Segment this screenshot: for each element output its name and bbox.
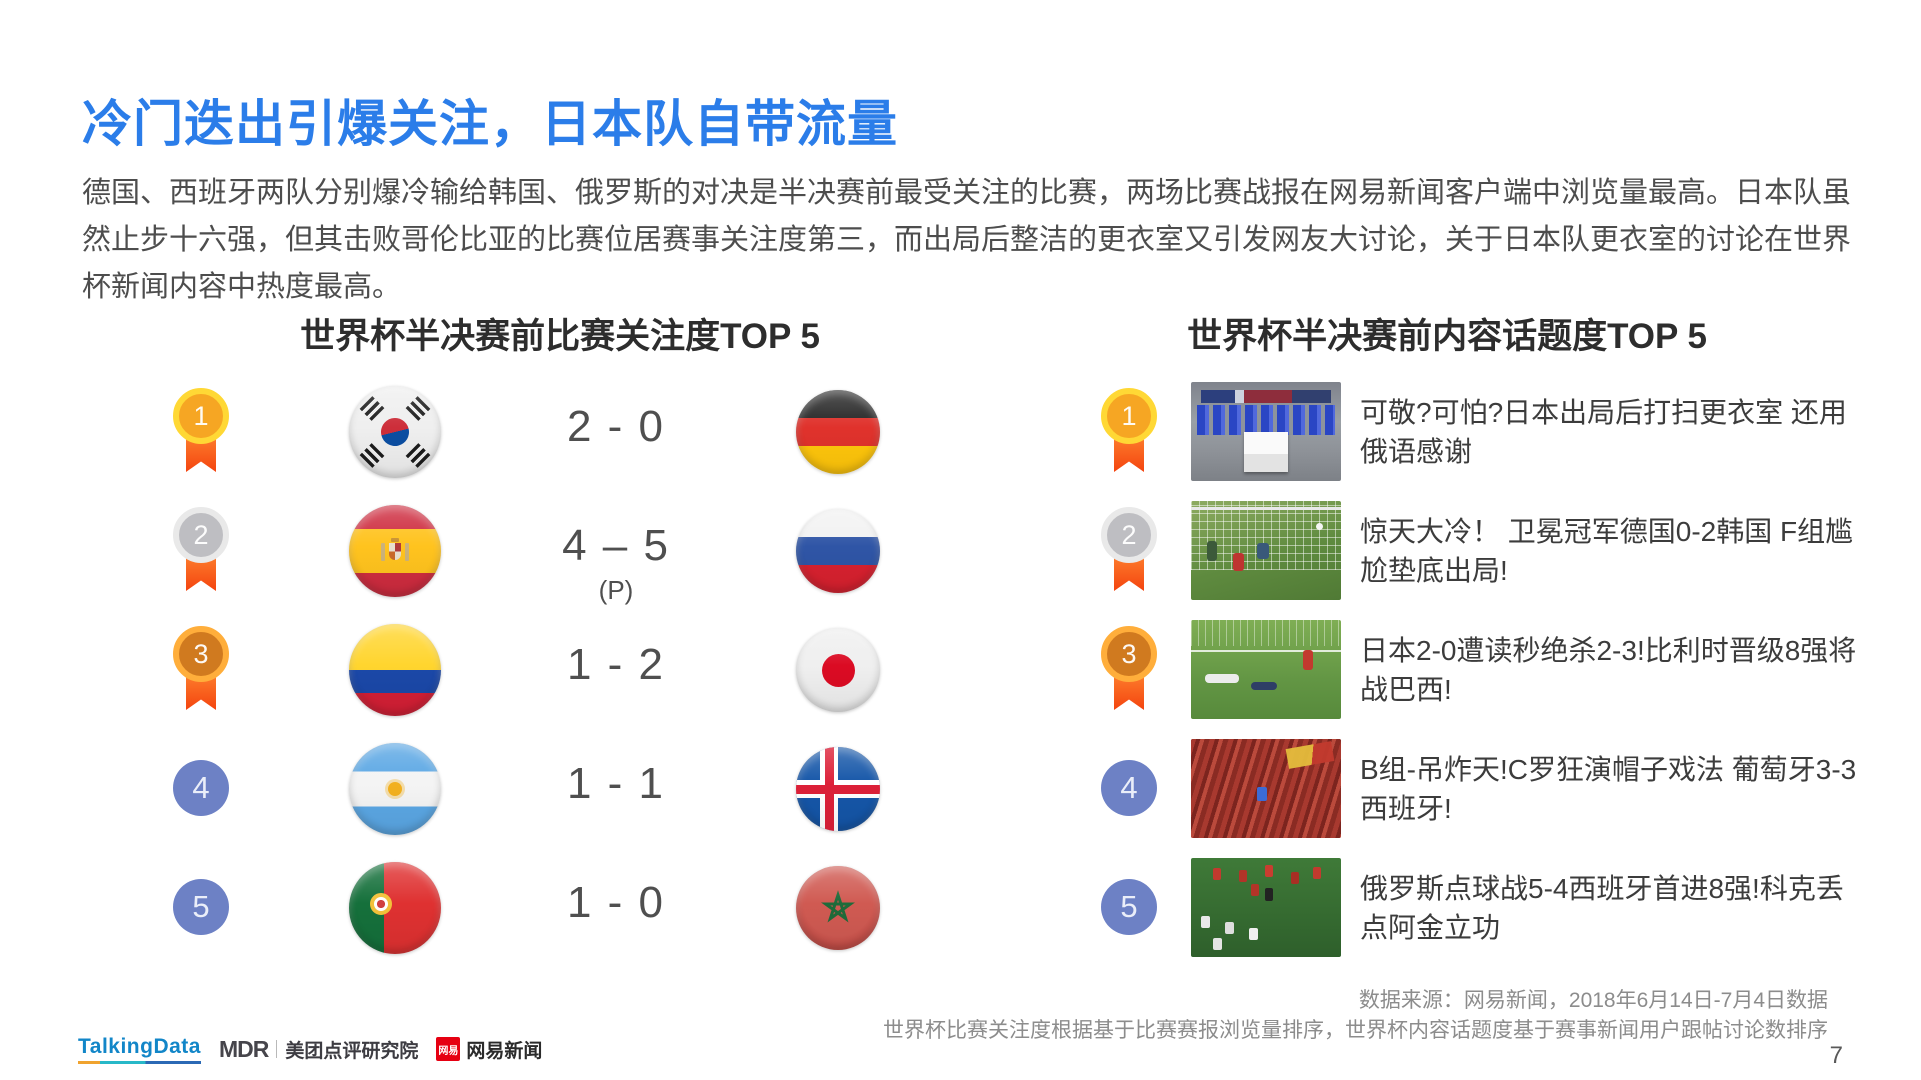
flag-morocco-icon [796, 866, 880, 950]
flag-argentina-icon [349, 743, 441, 835]
match-row: 5 1 - 0 [0, 848, 1000, 967]
rank-1-gold-medal-icon: 1 [170, 388, 232, 478]
news-thumbnail-celebration [1191, 858, 1341, 957]
news-thumbnail-locker-room [1191, 382, 1341, 481]
match-row: 3 1 - 2 [0, 610, 1000, 729]
score-box: 4 – 5 (P) [496, 521, 736, 606]
news-headline: B组-吊炸天!C罗狂演帽子戏法 葡萄牙3-3西班牙! [1360, 753, 1857, 824]
news-headline: 俄罗斯点球战5-4西班牙首进8强!科克丢点阿金立功 [1360, 872, 1844, 943]
rank-number: 3 [173, 626, 229, 682]
match-score: 1 - 1 [566, 759, 666, 808]
topic-panel-heading: 世界杯半决赛前内容话题度TOP 5 [1187, 317, 1707, 356]
flag-portugal-icon [349, 862, 441, 954]
news-headline: 日本2-0遭读秒绝杀2-3!比利时晋级8强将战巴西! [1360, 634, 1857, 705]
news-thumbnail-red-crowd [1191, 739, 1341, 838]
rank-2-silver-medal-icon: 2 [170, 507, 232, 597]
data-source-line2: 世界杯比赛关注度根据基于比赛赛报浏览量排序，世界杯内容话题度基于赛事新闻用户跟帖… [883, 1019, 1828, 1042]
flag-russia-icon [796, 509, 880, 593]
match-panel-heading: 世界杯半决赛前比赛关注度TOP 5 [300, 317, 820, 356]
data-source-line1: 数据来源：网易新闻，2018年6月14日-7月4日数据 [1358, 989, 1828, 1012]
flag-spain-icon [349, 505, 441, 597]
news-item: 2 惊天大冷！ 卫冕冠军德国0-2韩国 F组尴尬垫底出局! [1040, 491, 1920, 610]
rank-3-bronze-medal-icon: 3 [1098, 626, 1160, 716]
news-item: 1 可敬?可怕?日本出局后打扫更衣室 还用俄语感谢 [1040, 372, 1920, 491]
score-note [496, 813, 736, 823]
news-thumbnail-players-on-pitch [1191, 620, 1341, 719]
rank-number: 1 [173, 388, 229, 444]
rank-1-gold-medal-icon: 1 [1098, 388, 1160, 478]
rank-number: 1 [1101, 388, 1157, 444]
match-score: 1 - 0 [566, 878, 666, 927]
page-title: 冷门迭出引爆关注，日本队自带流量 [82, 96, 898, 152]
data-source-note: 数据来源：网易新闻，2018年6月14日-7月4日数据 世界杯比赛关注度根据基于… [628, 986, 1828, 1046]
flag-iceland-icon [796, 747, 880, 831]
match-score: 2 - 0 [566, 402, 666, 451]
match-row: 2 4 – 5 (P) [0, 491, 1000, 610]
flag-germany-icon [796, 390, 880, 474]
page-number: 7 [1829, 1042, 1843, 1069]
logo-divider [276, 1040, 278, 1058]
match-score: 4 – 5 [562, 521, 670, 570]
rank-4-badge: 4 [1101, 760, 1157, 816]
netease-logo-icon: 网易 [436, 1037, 461, 1061]
flag-japan-icon [796, 628, 880, 712]
flag-south-korea-icon [349, 386, 441, 478]
rank-number: 2 [1101, 507, 1157, 563]
rank-number: 3 [1101, 626, 1157, 682]
score-note: (P) [598, 575, 634, 605]
score-note [496, 694, 736, 704]
news-thumbnail-goal-scene [1191, 501, 1341, 600]
rank-number: 2 [173, 507, 229, 563]
meituan-dianping-research-logo: MDR 美团点评研究院 [218, 1035, 419, 1062]
netease-news-logo: 网易 网易新闻 [436, 1036, 542, 1063]
score-note [496, 932, 736, 942]
rank-3-bronze-medal-icon: 3 [170, 626, 232, 716]
score-box: 1 - 0 [496, 878, 736, 942]
news-headline: 惊天大冷！ 卫冕冠军德国0-2韩国 F组尴尬垫底出局! [1360, 515, 1854, 586]
rank-4-badge: 4 [173, 760, 229, 816]
rank-5-badge: 5 [1101, 879, 1157, 935]
match-row: 4 1 - 1 [0, 729, 1000, 848]
score-box: 2 - 0 [496, 402, 736, 466]
footer-logos: TalkingData MDR 美团点评研究院 网易 网易新闻 [78, 1034, 542, 1064]
news-headline: 可敬?可怕?日本出局后打扫更衣室 还用俄语感谢 [1360, 396, 1847, 467]
news-item: 3 日本2-0遭读秒绝杀2-3!比利时晋级8强将战巴西! [1040, 610, 1920, 729]
rank-2-silver-medal-icon: 2 [1098, 507, 1160, 597]
intro-paragraph: 德国、西班牙两队分别爆冷输给韩国、俄罗斯的对决是半决赛前最受关注的比赛，两场比赛… [82, 177, 1852, 303]
score-box: 1 - 1 [496, 759, 736, 823]
score-note [496, 456, 736, 466]
score-box: 1 - 2 [496, 640, 736, 704]
match-row: 1 2 - 0 [0, 372, 1000, 491]
talkingdata-logo: TalkingData [78, 1035, 201, 1064]
talkingdata-logo-underline [78, 1060, 201, 1064]
rank-5-badge: 5 [173, 879, 229, 935]
news-item: 4 B组-吊炸天!C罗狂演帽子戏法 葡萄牙3-3西班牙! [1040, 729, 1920, 848]
news-item: 5 俄罗斯点球战5-4西班牙首进8强!科克丢点阿金立功 [1040, 848, 1920, 967]
flag-colombia-icon [349, 624, 441, 716]
match-score: 1 - 2 [566, 640, 666, 689]
